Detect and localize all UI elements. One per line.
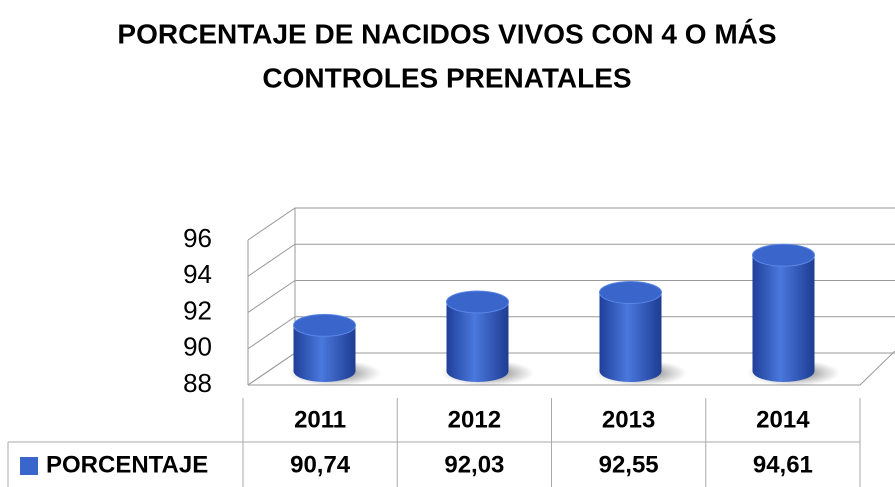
x-tick-label: 2013 — [602, 406, 655, 433]
bar-top — [599, 281, 662, 305]
y-tick-label: 96 — [183, 223, 212, 253]
value-label: 92,55 — [599, 451, 659, 478]
value-label: 90,74 — [290, 451, 351, 478]
bar — [293, 325, 356, 382]
value-label: 92,03 — [444, 451, 504, 478]
bar — [599, 292, 662, 382]
bar — [446, 301, 509, 382]
chart-title: PORCENTAJE DE NACIDOS VIVOS CON 4 O MÁS — [117, 18, 776, 49]
legend-swatch — [20, 457, 38, 475]
bar-top — [752, 243, 815, 267]
grid-line — [247, 207, 895, 241]
y-tick-label: 88 — [183, 368, 212, 398]
legend-label: PORCENTAJE — [46, 451, 208, 478]
grid-line — [247, 280, 895, 313]
chart-title: CONTROLES PRENATALES — [262, 62, 631, 93]
y-tick-label: 90 — [183, 332, 212, 362]
grid-line — [247, 316, 895, 350]
x-tick-label: 2014 — [756, 406, 810, 433]
x-tick-label: 2011 — [294, 406, 346, 433]
bar-top — [293, 313, 356, 337]
y-tick-label: 94 — [183, 259, 212, 289]
bar-top — [446, 290, 509, 314]
y-tick-label: 92 — [183, 295, 212, 325]
x-tick-label: 2012 — [448, 406, 501, 433]
value-label: 94,61 — [753, 451, 813, 478]
bar — [752, 255, 815, 382]
grid-line — [247, 243, 895, 277]
